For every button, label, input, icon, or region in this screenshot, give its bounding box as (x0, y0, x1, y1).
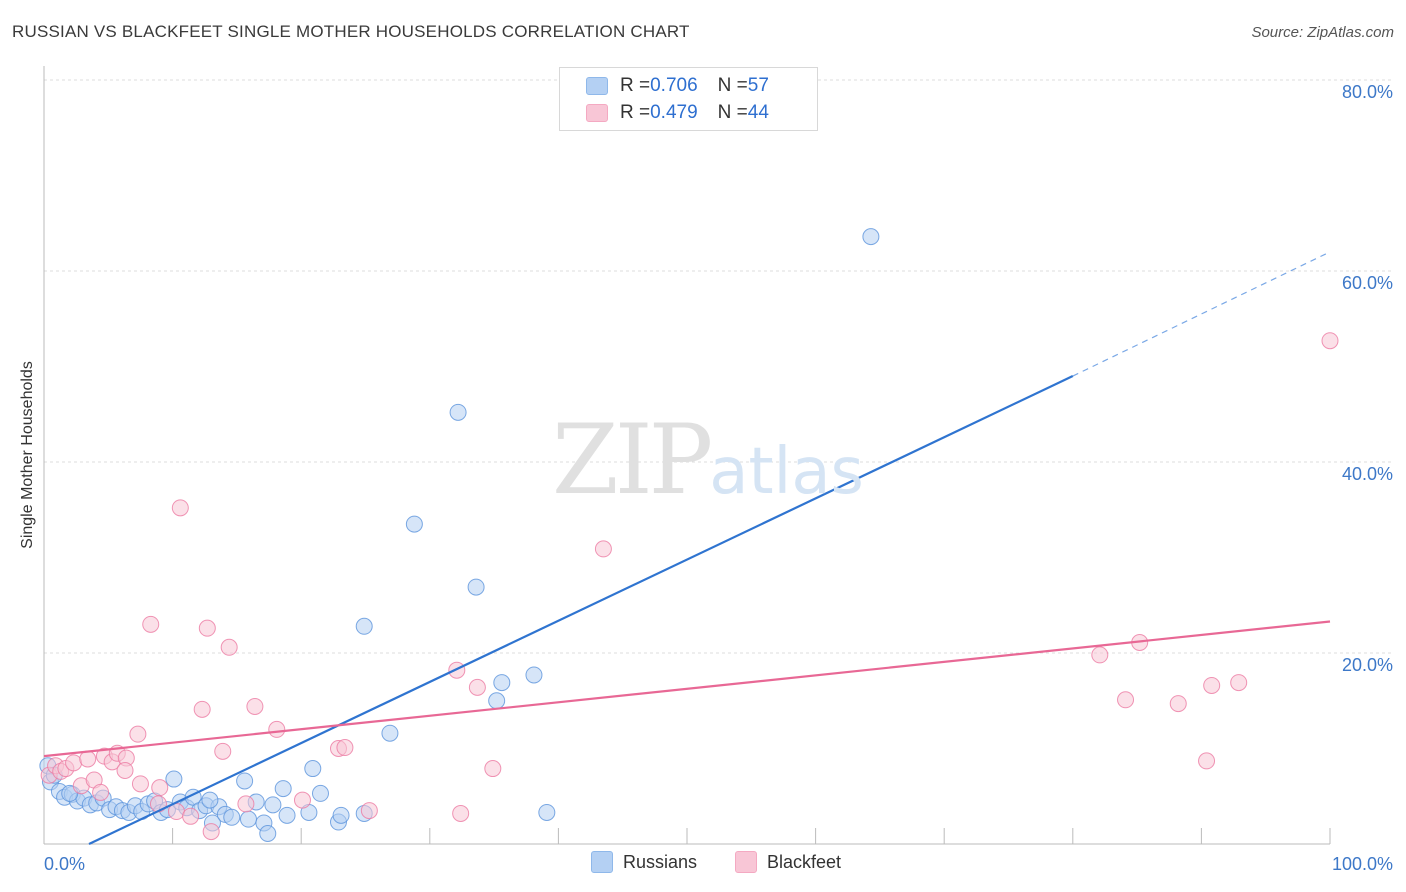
russians-point (278, 806, 296, 824)
russians-point (259, 824, 277, 842)
blackfeet-point (237, 795, 255, 813)
russians-point (488, 692, 506, 710)
bottom-legend-label: Blackfeet (767, 851, 842, 872)
russians-trend-extension (1072, 251, 1331, 377)
y-tick-label: 40.0% (1342, 464, 1393, 484)
blackfeet-point (214, 742, 232, 760)
y-tick-label: 20.0% (1342, 655, 1393, 675)
correlation-legend: R = 0.706 N = 57 R = 0.479 N = 44 (559, 67, 818, 131)
russians-point (165, 770, 183, 788)
watermark-atlas: atlas (709, 435, 864, 509)
legend-n-value: 44 (747, 102, 769, 123)
y-tick-labels: 20.0% 40.0% 60.0% 80.0% (1342, 82, 1393, 675)
bottom-legend-blackfeet: Blackfeet (735, 851, 841, 873)
blackfeet-swatch (586, 104, 608, 122)
blackfeet-point (1091, 646, 1109, 664)
blackfeet-point (151, 779, 169, 797)
blackfeet-point (142, 615, 160, 633)
blackfeet-point (293, 791, 311, 809)
blackfeet-point (360, 802, 378, 820)
legend-n-label: N = (717, 102, 748, 123)
russians-legend-swatch (591, 851, 613, 873)
russians-point (201, 791, 219, 809)
blackfeet-point (131, 775, 149, 793)
legend-r-value: 0.706 (650, 75, 698, 96)
source-label: Source: ZipAtlas.com (1251, 24, 1394, 41)
x-tick-labels: 0.0% 100.0% (44, 854, 1393, 874)
blackfeet-point (79, 750, 97, 768)
legend-r-label: R = (620, 102, 651, 123)
legend-row-blackfeet: R = 0.479 N = 44 (586, 101, 769, 125)
gridlines (44, 79, 1392, 654)
russians-point (332, 806, 350, 824)
blackfeet-point (220, 638, 238, 656)
blackfeet-point (1117, 691, 1135, 709)
russians-point (862, 228, 880, 246)
blackfeet-point (92, 783, 110, 801)
bottom-legend-label: Russians (623, 851, 698, 872)
blackfeet-point (246, 697, 264, 715)
blackfeet-point (198, 619, 216, 637)
russians-point (274, 780, 292, 798)
blackfeet-point (182, 807, 200, 825)
russians-point (405, 515, 423, 533)
russians-points (39, 228, 880, 842)
russians-point (467, 578, 485, 596)
bottom-legend-russians: Russians (591, 851, 697, 873)
blackfeet-point (468, 678, 486, 696)
blackfeet-trend-line (43, 620, 1331, 758)
russians-point (304, 760, 322, 778)
blackfeet-point (129, 725, 147, 743)
blackfeet-legend-swatch (735, 851, 757, 873)
blackfeet-point (1203, 676, 1221, 694)
blackfeet-point (484, 760, 502, 778)
blackfeet-point (594, 540, 612, 558)
blackfeet-point (65, 754, 83, 772)
x-ticks (172, 828, 1331, 844)
blackfeet-point (452, 804, 470, 822)
watermark: ZIPatlas (552, 404, 864, 516)
blackfeet-point (1321, 332, 1339, 350)
russians-point (236, 772, 254, 790)
russians-point (525, 666, 543, 684)
legend-n-value: 57 (747, 75, 769, 96)
legend-r-label: R = (620, 75, 651, 96)
blackfeet-point (116, 761, 134, 779)
y-tick-label: 80.0% (1342, 82, 1393, 102)
blackfeet-point (193, 700, 211, 718)
y-tick-label: 60.0% (1342, 273, 1393, 293)
russians-point (381, 724, 399, 742)
y-axis-label: Single Mother Households (19, 361, 36, 549)
russians-point (355, 617, 373, 635)
blackfeet-point (1230, 674, 1248, 692)
russians-point (538, 803, 556, 821)
blackfeet-point (1169, 695, 1187, 713)
blackfeet-point (1198, 752, 1216, 770)
blackfeet-point (268, 720, 286, 738)
legend-n-label: N = (717, 75, 748, 96)
legend-row-russians: R = 0.706 N = 57 (586, 74, 769, 98)
russians-swatch (586, 77, 608, 95)
trend-lines (43, 251, 1331, 845)
chart-title: RUSSIAN VS BLACKFEET SINGLE MOTHER HOUSE… (12, 22, 690, 41)
x-tick-label: 0.0% (44, 854, 85, 874)
x-tick-label: 100.0% (1332, 854, 1393, 874)
russians-point (223, 808, 241, 826)
russians-point (239, 810, 257, 828)
watermark-zip: ZIP (552, 404, 713, 516)
russians-point (493, 674, 511, 692)
russians-point (311, 784, 329, 802)
blackfeet-point (171, 499, 189, 517)
legend-r-value: 0.479 (650, 102, 698, 123)
russians-point (264, 796, 282, 814)
russians-trend-line (88, 375, 1074, 845)
blackfeet-point (202, 823, 220, 841)
blackfeet-point (336, 739, 354, 757)
russians-point (449, 403, 467, 421)
